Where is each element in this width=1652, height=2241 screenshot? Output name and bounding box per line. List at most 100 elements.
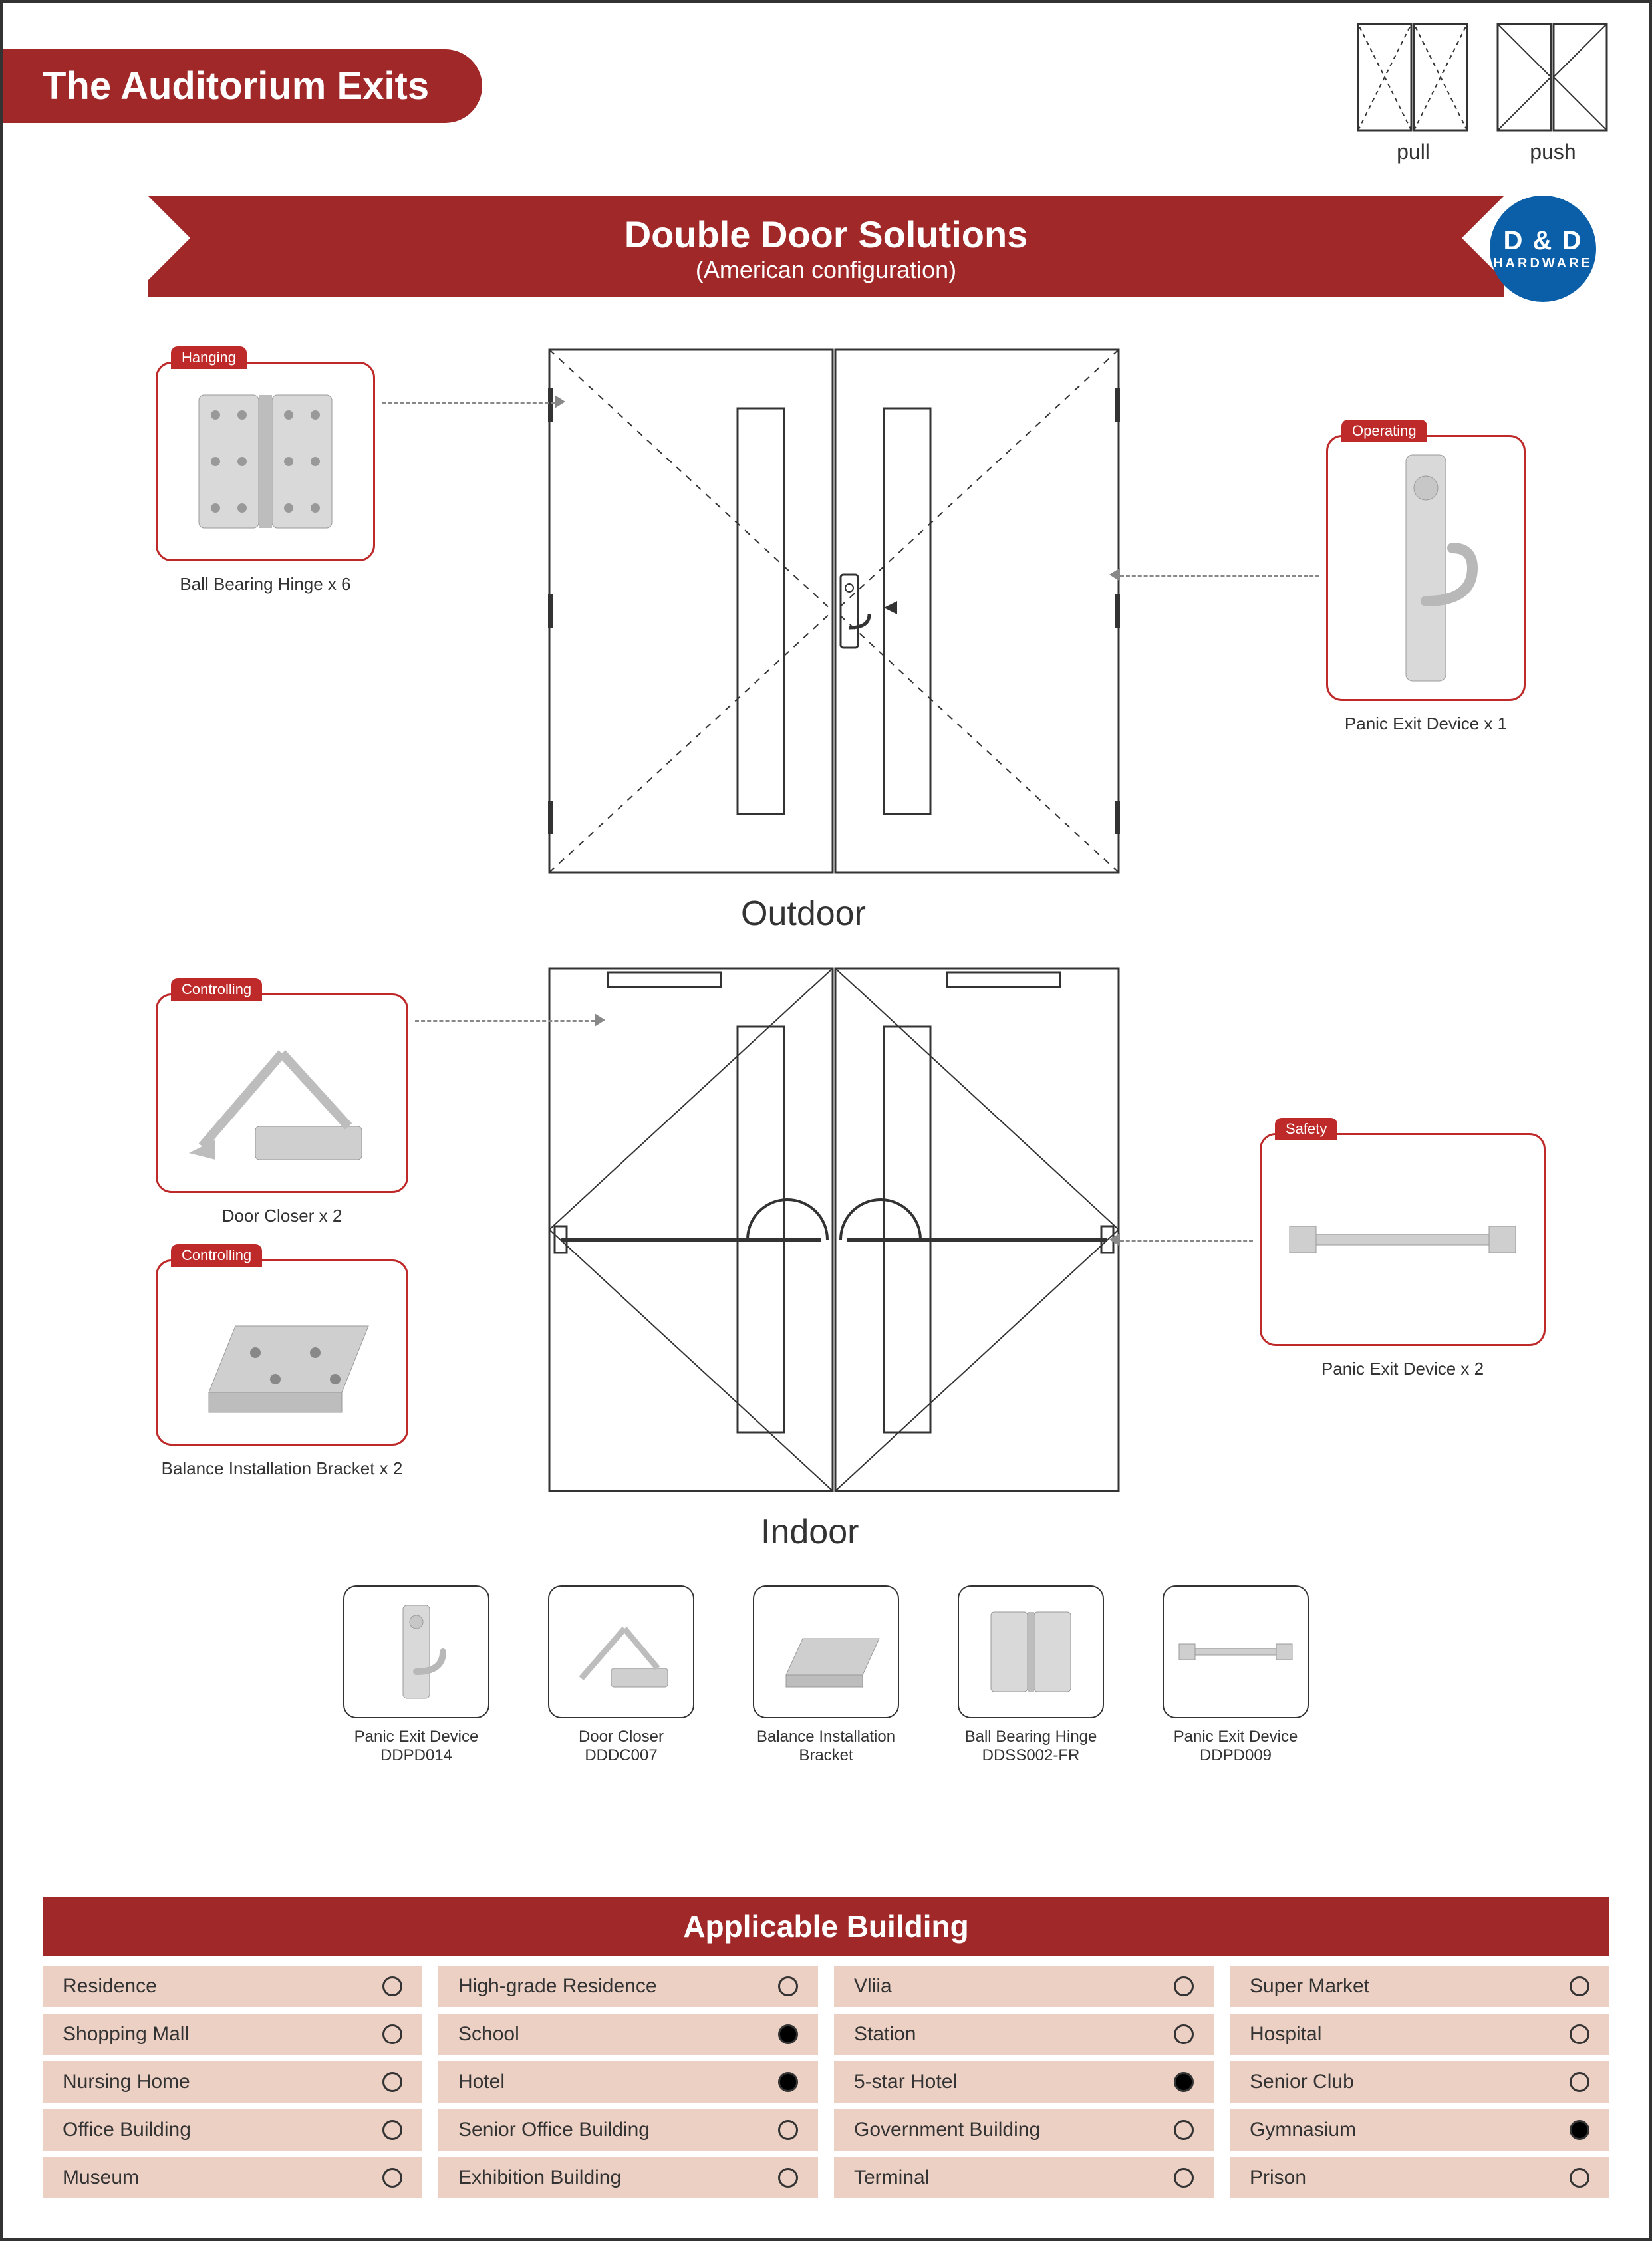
card-tag: Safety <box>1275 1118 1337 1140</box>
page: The Auditorium Exits pull push <box>0 0 1652 2241</box>
thumbnail: Balance Installation Bracket <box>740 1585 912 1765</box>
building-option-label: Hospital <box>1250 2023 1321 2045</box>
arrow-icon <box>595 1013 605 1027</box>
card-operating: Operating Panic Exit Device x 1 <box>1326 435 1526 701</box>
thumbnail-name: Ball Bearing Hinge <box>944 1728 1117 1746</box>
indoor-label: Indoor <box>761 1512 859 1552</box>
arrow-icon <box>555 395 565 408</box>
card-caption: Balance Installation Bracket x 2 <box>158 1458 406 1479</box>
building-option[interactable]: Nursing Home <box>43 2061 422 2103</box>
building-option[interactable]: Shopping Mall <box>43 2014 422 2055</box>
building-option[interactable]: Senior Office Building <box>438 2109 818 2151</box>
diagram-area: Outdoor Indoor <box>43 322 1609 1733</box>
radio-icon <box>1570 2120 1589 2140</box>
card-controlling-bracket: Controlling Balance Installation Bracket… <box>156 1259 408 1446</box>
logo-line2: HARDWARE <box>1490 256 1596 271</box>
card-tag: Hanging <box>171 346 247 369</box>
building-option[interactable]: Prison <box>1230 2157 1609 2198</box>
building-option-label: Museum <box>63 2167 139 2189</box>
building-option-label: Hotel <box>458 2071 505 2093</box>
mini-door-pull-label: pull <box>1357 140 1470 164</box>
thumbnail-name: Panic Exit Device <box>330 1728 503 1746</box>
applicable-building-grid: Residence High-grade Residence Vliia Super … <box>43 1966 1609 2198</box>
building-option[interactable]: Hotel <box>438 2061 818 2103</box>
building-option[interactable]: Terminal <box>834 2157 1214 2198</box>
thumbnail-row: Panic Exit DeviceDDPD014Door CloserDDDC0… <box>330 1585 1322 1765</box>
applicable-building-table: Applicable Building Residence High-grade … <box>43 1897 1609 2198</box>
building-option-label: Exhibition Building <box>458 2167 621 2189</box>
building-option-label: High-grade Residence <box>458 1975 657 1998</box>
applicable-building-title: Applicable Building <box>43 1897 1609 1956</box>
building-option[interactable]: Exhibition Building <box>438 2157 818 2198</box>
card-controlling-closer: Controlling Door Closer x 2 <box>156 993 408 1193</box>
building-option[interactable]: Station <box>834 2014 1214 2055</box>
building-option-label: Super Market <box>1250 1975 1369 1998</box>
bracket-icon <box>167 1271 397 1434</box>
building-option[interactable]: Residence <box>43 1966 422 2007</box>
building-option[interactable]: Museum <box>43 2157 422 2198</box>
building-option[interactable]: Office Building <box>43 2109 422 2151</box>
brand-logo: D & D HARDWARE <box>1490 196 1596 302</box>
page-title: The Auditorium Exits <box>3 49 482 123</box>
radio-icon <box>778 2072 798 2092</box>
radio-icon <box>382 2024 402 2044</box>
building-option[interactable]: Vliia <box>834 1966 1214 2007</box>
building-option[interactable]: 5-star Hotel <box>834 2061 1214 2103</box>
banner-subtitle: (American configuration) <box>148 256 1504 284</box>
arrow-icon <box>1109 568 1120 581</box>
push-icon <box>1496 23 1609 136</box>
radio-icon <box>778 2024 798 2044</box>
building-option-label: Prison <box>1250 2167 1306 2189</box>
building-option-label: Nursing Home <box>63 2071 190 2093</box>
mini-door-push-label: push <box>1496 140 1609 164</box>
card-tag: Controlling <box>171 978 262 1001</box>
radio-icon <box>382 2168 402 2188</box>
card-caption: Panic Exit Device x 2 <box>1262 1359 1544 1379</box>
building-option-label: School <box>458 2023 519 2045</box>
banner: Double Door Solutions (American configur… <box>148 196 1504 297</box>
building-option[interactable]: Government Building <box>834 2109 1214 2151</box>
card-hanging: Hanging Ball Bearing Hinge x 6 <box>156 362 375 561</box>
building-option[interactable]: Super Market <box>1230 1966 1609 2007</box>
building-option-label: Senior Club <box>1250 2071 1354 2093</box>
corner-mini-doors: pull push <box>1357 23 1609 164</box>
building-option-label: Vliia <box>854 1975 892 1998</box>
thumbnail-code: DDPD014 <box>330 1746 503 1765</box>
building-option[interactable]: School <box>438 2014 818 2055</box>
radio-icon <box>1570 2024 1589 2044</box>
hinge-icon <box>167 373 364 550</box>
arrow-icon <box>1109 1233 1120 1246</box>
thumbnail-code: DDPD009 <box>1149 1746 1322 1765</box>
thumbnail-image <box>1163 1585 1309 1718</box>
thumbnail-image <box>343 1585 489 1718</box>
building-option[interactable]: Senior Club <box>1230 2061 1609 2103</box>
indoor-door-diagram <box>548 967 1120 1492</box>
building-option[interactable]: Gymnasium <box>1230 2109 1609 2151</box>
building-option-label: Residence <box>63 1975 157 1998</box>
thumbnail-image <box>548 1585 694 1718</box>
radio-icon <box>1570 2072 1589 2092</box>
connector <box>415 1020 595 1022</box>
outdoor-label: Outdoor <box>741 894 866 934</box>
radio-icon <box>1570 1976 1589 1996</box>
connector <box>1120 1240 1253 1242</box>
radio-icon <box>778 2168 798 2188</box>
thumbnail-code: DDDC007 <box>535 1746 708 1765</box>
panic-bar-icon <box>1271 1144 1534 1335</box>
building-option-label: Station <box>854 2023 916 2045</box>
radio-icon <box>1174 2072 1194 2092</box>
radio-icon <box>382 1976 402 1996</box>
outdoor-door-diagram <box>548 348 1120 874</box>
radio-icon <box>382 2120 402 2140</box>
building-option[interactable]: High-grade Residence <box>438 1966 818 2007</box>
thumbnail: Door CloserDDDC007 <box>535 1585 708 1765</box>
radio-icon <box>778 2120 798 2140</box>
thumbnail-image <box>958 1585 1104 1718</box>
building-option-label: Senior Office Building <box>458 2119 650 2141</box>
radio-icon <box>1174 2024 1194 2044</box>
radio-icon <box>1570 2168 1589 2188</box>
building-option[interactable]: Hospital <box>1230 2014 1609 2055</box>
thumbnail-name: Panic Exit Device <box>1149 1728 1322 1746</box>
panic-trim-icon <box>1337 446 1514 690</box>
card-caption: Panic Exit Device x 1 <box>1328 714 1524 734</box>
